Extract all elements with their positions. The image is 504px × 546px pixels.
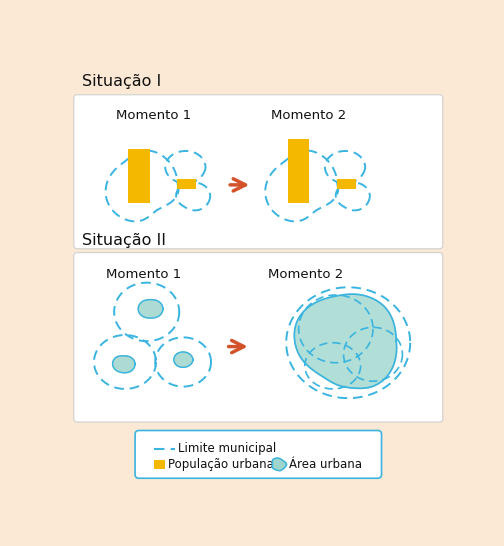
Text: Momento 1: Momento 1	[116, 109, 191, 122]
Bar	[177, 180, 196, 189]
Polygon shape	[112, 356, 135, 373]
Polygon shape	[138, 300, 163, 318]
FancyBboxPatch shape	[74, 253, 443, 422]
Polygon shape	[294, 294, 397, 388]
Text: Momento 2: Momento 2	[271, 109, 346, 122]
Text: Situação I: Situação I	[82, 74, 161, 88]
Text: População urbana: População urbana	[168, 458, 274, 471]
Bar	[288, 139, 309, 203]
Text: Momento 2: Momento 2	[268, 268, 344, 281]
Bar	[154, 460, 165, 469]
Text: Momento 1: Momento 1	[106, 268, 181, 281]
Polygon shape	[272, 458, 286, 471]
Text: Área urbana: Área urbana	[289, 458, 362, 471]
Bar	[337, 180, 356, 189]
Polygon shape	[174, 352, 193, 367]
Text: Situação II: Situação II	[82, 233, 166, 248]
FancyBboxPatch shape	[74, 95, 443, 249]
Text: Limite municipal: Limite municipal	[178, 442, 276, 455]
Bar	[128, 149, 150, 203]
FancyBboxPatch shape	[135, 430, 382, 478]
